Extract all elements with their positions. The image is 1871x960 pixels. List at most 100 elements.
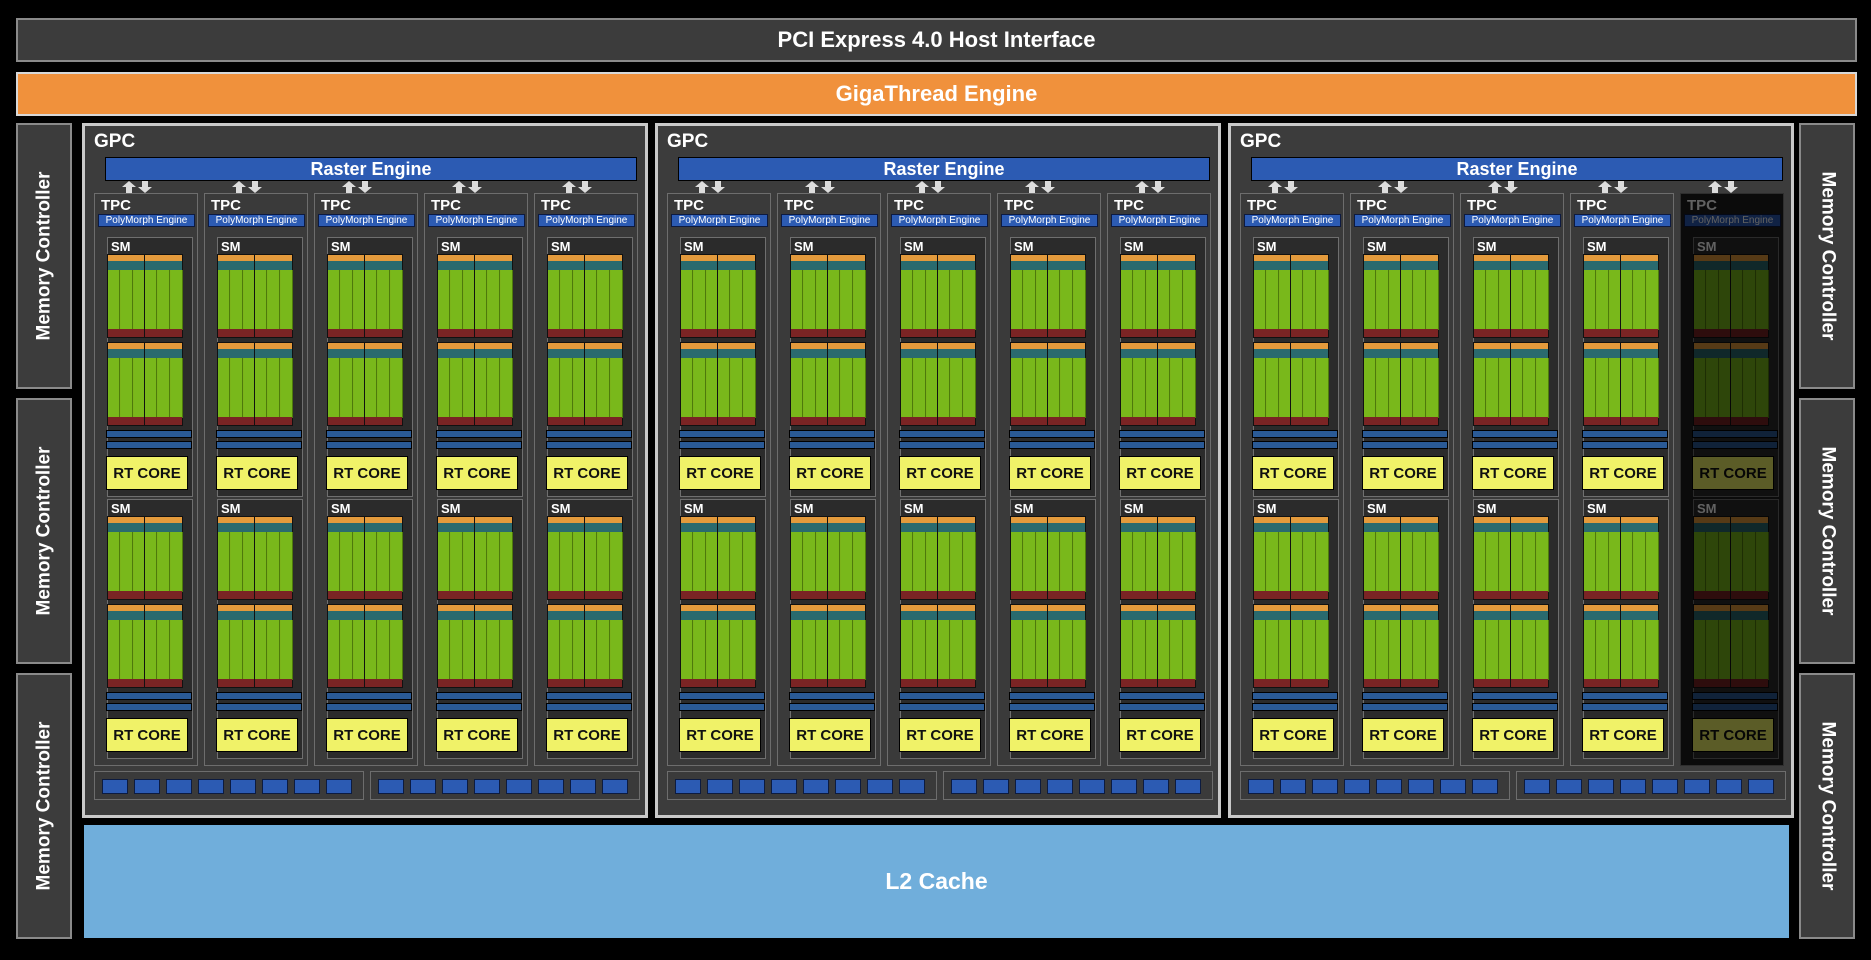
cuda-core: [1364, 532, 1376, 592]
warp-scheduler: [548, 517, 585, 523]
texture-unit: [546, 703, 632, 711]
warp-scheduler: [1621, 343, 1658, 349]
load-store-unit: [365, 329, 402, 337]
processing-block: [1510, 342, 1549, 426]
dispatch-unit: [218, 523, 255, 532]
warp-scheduler: [1011, 255, 1048, 261]
cuda-core: [828, 620, 840, 680]
data-flow-arrows: [338, 180, 398, 194]
load-store-unit: [365, 591, 402, 599]
cache-block: [410, 779, 436, 794]
cuda-core: [501, 358, 513, 418]
cuda-core: [145, 532, 157, 592]
warp-scheduler: [1254, 343, 1291, 349]
processing-block: [1583, 254, 1622, 338]
dispatch-unit: [1401, 261, 1438, 270]
cuda-core: [804, 358, 816, 418]
shared-memory: [216, 430, 302, 438]
tpc-label: TPC: [321, 197, 351, 214]
polymorph-engine: PolyMorph Engine: [428, 214, 525, 227]
cuda-core: [268, 358, 280, 418]
cuda-core: [1647, 270, 1659, 330]
cuda-core: [1171, 358, 1183, 418]
cache-block: [230, 779, 256, 794]
processing-block: [1010, 342, 1049, 426]
load-store-unit: [1158, 417, 1195, 425]
processing-block: [1400, 254, 1439, 338]
dispatch-unit: [1011, 523, 1048, 532]
warp-scheduler: [718, 255, 755, 261]
warp-scheduler: [1401, 517, 1438, 523]
dispatch-unit: [901, 611, 938, 620]
warp-scheduler: [145, 605, 182, 611]
streaming-multiprocessor: SM RT CORE: [1009, 499, 1096, 759]
cache-block: [1716, 779, 1742, 794]
cache-block: [134, 779, 160, 794]
warp-scheduler: [718, 517, 755, 523]
texture-unit: [1119, 703, 1205, 711]
load-store-unit: [365, 417, 402, 425]
cache-block-group: [1240, 771, 1510, 800]
warp-scheduler: [145, 517, 182, 523]
cuda-core: [1121, 532, 1133, 592]
cuda-core: [1121, 270, 1133, 330]
texture-unit: [1252, 703, 1338, 711]
streaming-multiprocessor: SM RT CORE: [106, 237, 193, 497]
dispatch-unit: [145, 261, 182, 270]
warp-scheduler: [1254, 255, 1291, 261]
load-store-unit: [1621, 417, 1658, 425]
streaming-multiprocessor: SM RT CORE: [679, 499, 766, 759]
sm-label: SM: [794, 501, 814, 516]
memory-controller: Memory Controller: [1799, 123, 1855, 389]
cuda-core: [1487, 358, 1499, 418]
polymorph-engine: PolyMorph Engine: [1354, 214, 1451, 227]
cuda-core: [791, 358, 803, 418]
cuda-core: [854, 270, 866, 330]
cuda-core: [378, 532, 390, 592]
processing-block: [1010, 254, 1049, 338]
streaming-multiprocessor: SM RT CORE: [789, 237, 876, 497]
texture-unit: [679, 441, 765, 449]
cuda-core: [281, 620, 293, 680]
tpc-label: TPC: [1114, 197, 1144, 214]
load-store-unit: [108, 417, 145, 425]
warp-scheduler: [1511, 517, 1548, 523]
memory-controller-label: Memory Controller: [33, 171, 55, 341]
sm-label: SM: [221, 501, 241, 516]
load-store-unit: [1584, 591, 1621, 599]
cuda-core: [914, 358, 926, 418]
cuda-core: [171, 270, 183, 330]
cuda-core: [841, 270, 853, 330]
load-store-unit: [218, 417, 255, 425]
cuda-core: [598, 270, 610, 330]
load-store-unit: [1511, 329, 1548, 337]
sm-label: SM: [111, 239, 131, 254]
dispatch-unit: [901, 523, 938, 532]
warp-scheduler: [1474, 255, 1511, 261]
warp-scheduler: [901, 517, 938, 523]
cuda-core: [1634, 532, 1646, 592]
dispatch-unit: [145, 523, 182, 532]
processing-block: [1363, 516, 1402, 600]
cache-block: [474, 779, 500, 794]
cuda-core: [1524, 620, 1536, 680]
dispatch-unit: [681, 523, 718, 532]
load-store-unit: [548, 329, 585, 337]
cuda-core: [598, 532, 610, 592]
streaming-multiprocessor: SM RT CORE: [1582, 237, 1669, 497]
rt-core: RT CORE: [546, 456, 628, 490]
dispatch-unit: [548, 523, 585, 532]
cuda-core: [171, 532, 183, 592]
rt-core: RT CORE: [436, 456, 518, 490]
cuda-core: [341, 532, 353, 592]
raster-engine: Raster Engine: [105, 157, 637, 181]
cuda-core: [438, 620, 450, 680]
texture-unit: [899, 441, 985, 449]
cuda-core: [1267, 358, 1279, 418]
warp-scheduler: [1121, 255, 1158, 261]
cuda-core: [964, 532, 976, 592]
sm-label: SM: [551, 501, 571, 516]
load-store-unit: [145, 417, 182, 425]
